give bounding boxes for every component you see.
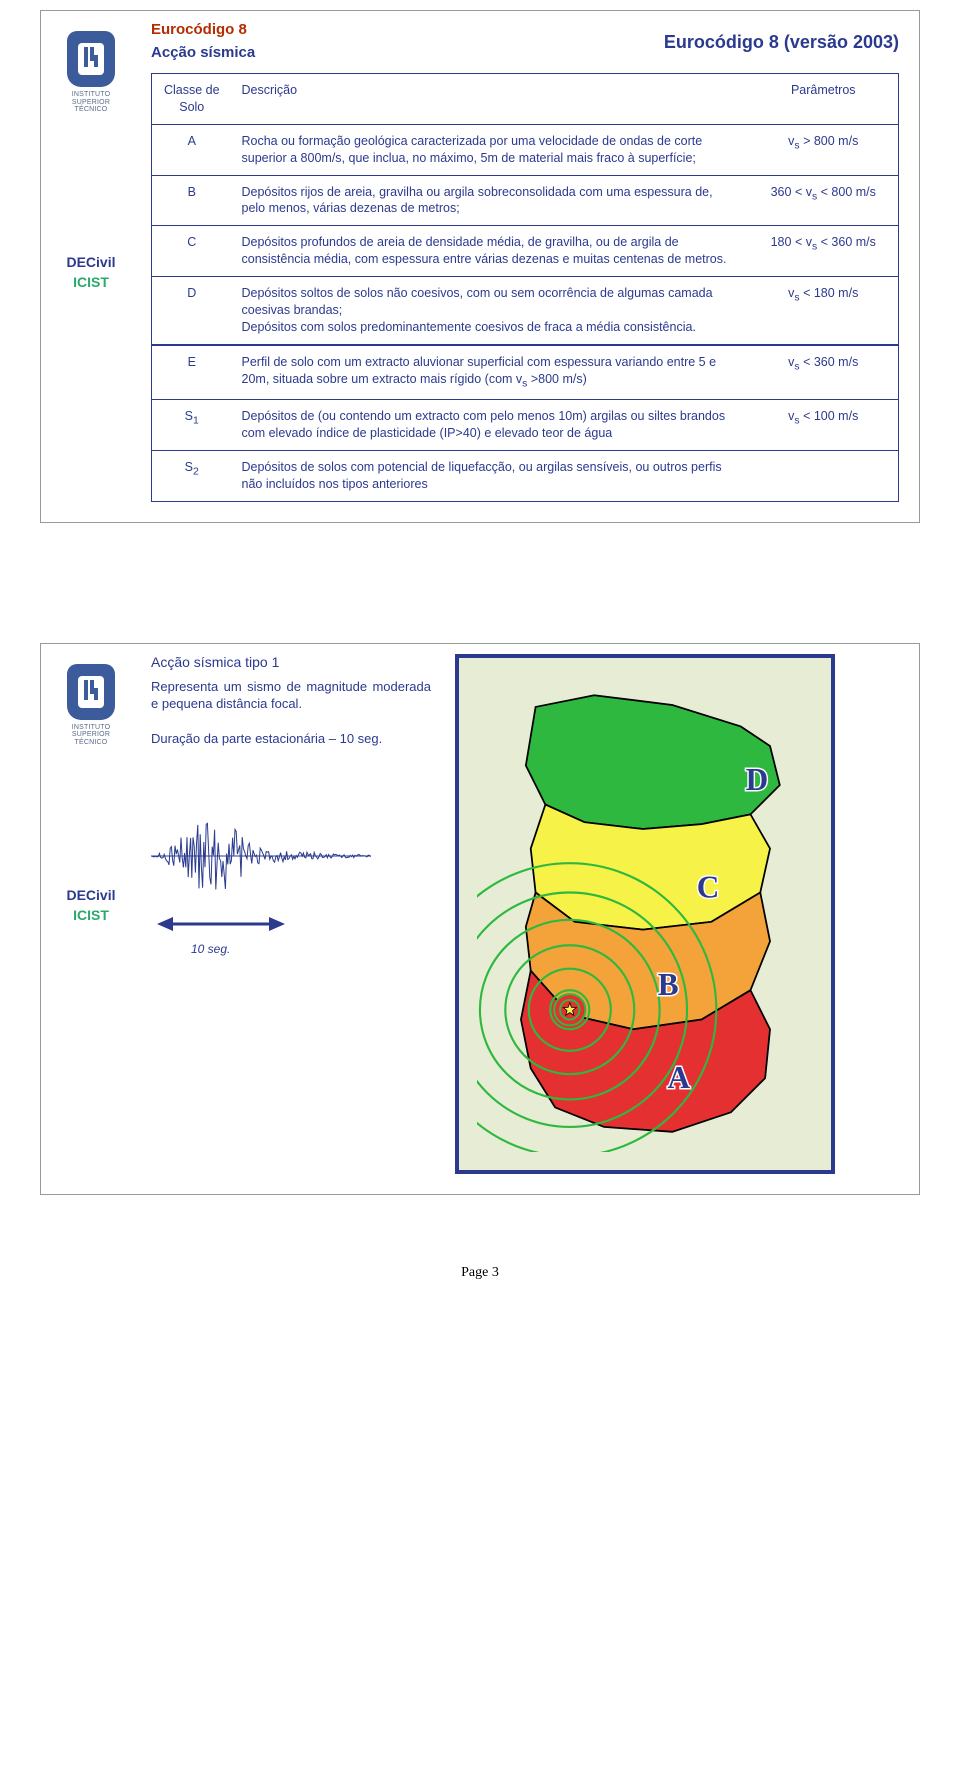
desc-cell: Perfil de solo com um extracto aluvionar… <box>232 345 749 400</box>
sidebar: INSTITUTOSUPERIORTÉCNICO DECivil ICIST <box>41 654 141 1174</box>
desc-cell: Rocha ou formação geológica caracterizad… <box>232 124 749 175</box>
duration-arrow <box>151 913 431 938</box>
s2-paragraph: Representa um sismo de magnitude moderad… <box>151 678 431 713</box>
header-title: Eurocódigo 8 <box>151 21 255 38</box>
param-cell: vs > 800 m/s <box>749 124 899 175</box>
classe-cell: B <box>152 175 232 226</box>
soil-class-table: Classe de Solo Descrição Parâmetros ARoc… <box>151 73 899 502</box>
sidebar: INSTITUTOSUPERIORTÉCNICO DECivil ICIST <box>41 21 141 502</box>
table-row: BDepósitos rijos de areia, gravilha ou a… <box>152 175 899 226</box>
ist-logo <box>67 664 115 720</box>
classe-cell: E <box>152 345 232 400</box>
classe-cell: S1 <box>152 400 232 451</box>
classe-cell: A <box>152 124 232 175</box>
header-right: Eurocódigo 8 (versão 2003) <box>664 32 899 61</box>
header-subtitle: Acção sísmica <box>151 44 255 61</box>
zone-D <box>526 695 780 829</box>
zone-label-A: A <box>667 1059 690 1094</box>
desc-cell: Depósitos de solos com potencial de liqu… <box>232 450 749 501</box>
slide-2: INSTITUTOSUPERIORTÉCNICO DECivil ICIST A… <box>40 643 920 1195</box>
icist-label: ICIST <box>66 274 115 290</box>
col-param: Parâmetros <box>749 74 899 125</box>
icist-label: ICIST <box>66 907 115 923</box>
table-row: DDepósitos soltos de solos não coesivos,… <box>152 277 899 345</box>
ist-logo <box>67 31 115 87</box>
page-footer: Page 3 <box>0 1235 960 1291</box>
desc-cell: Depósitos profundos de areia de densidad… <box>232 226 749 277</box>
zone-label-B: B <box>658 967 679 1002</box>
table-row: CDepósitos profundos de areia de densida… <box>152 226 899 277</box>
s2-duration: Duração da parte estacionária – 10 seg. <box>151 731 431 746</box>
col-desc: Descrição <box>232 74 749 125</box>
desc-cell: Depósitos soltos de solos não coesivos, … <box>232 277 749 345</box>
param-cell: vs < 100 m/s <box>749 400 899 451</box>
desc-cell: Depósitos rijos de areia, gravilha ou ar… <box>232 175 749 226</box>
logo-caption: INSTITUTOSUPERIORTÉCNICO <box>72 724 111 747</box>
param-cell: vs < 180 m/s <box>749 277 899 345</box>
slide2-text: Acção sísmica tipo 1 Representa um sismo… <box>151 654 431 1174</box>
classe-cell: C <box>152 226 232 277</box>
s2-title: Acção sísmica tipo 1 <box>151 654 431 670</box>
table-row: EPerfil de solo com um extracto aluviona… <box>152 345 899 400</box>
slide-1: INSTITUTOSUPERIORTÉCNICO DECivil ICIST E… <box>40 10 920 523</box>
table-row: ARocha ou formação geológica caracteriza… <box>152 124 899 175</box>
logo-caption: INSTITUTOSUPERIORTÉCNICO <box>72 91 111 114</box>
table-row: S2Depósitos de solos com potencial de li… <box>152 450 899 501</box>
duration-label: 10 seg. <box>191 942 431 956</box>
param-cell <box>749 450 899 501</box>
classe-cell: S2 <box>152 450 232 501</box>
slide1-header: Eurocódigo 8 Acção sísmica Eurocódigo 8 … <box>151 21 899 61</box>
seismogram <box>151 806 371 906</box>
classe-cell: D <box>152 277 232 345</box>
table-row: S1Depósitos de (ou contendo um extracto … <box>152 400 899 451</box>
zone-label-D: D <box>746 762 769 797</box>
desc-cell: Depósitos de (ou contendo um extracto co… <box>232 400 749 451</box>
decivil-label: DECivil <box>66 254 115 270</box>
seismic-zone-map: D C B A <box>455 654 835 1174</box>
decivil-label: DECivil <box>66 887 115 903</box>
param-cell: 360 < vs < 800 m/s <box>749 175 899 226</box>
param-cell: 180 < vs < 360 m/s <box>749 226 899 277</box>
zone-label-C: C <box>697 869 720 904</box>
param-cell: vs < 360 m/s <box>749 345 899 400</box>
col-classe: Classe de Solo <box>152 74 232 125</box>
